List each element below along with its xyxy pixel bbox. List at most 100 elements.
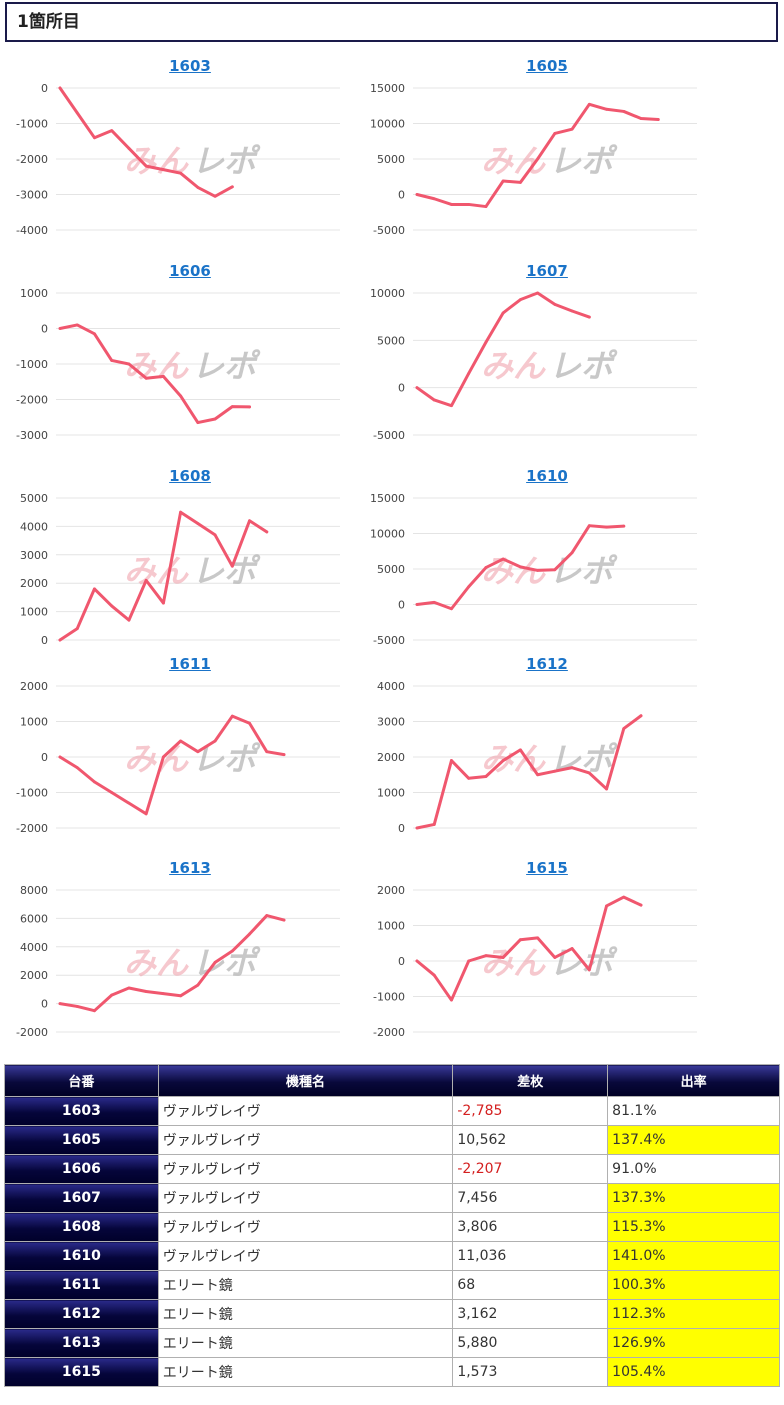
chart-title-link[interactable]: 1605	[526, 57, 568, 75]
data-point	[110, 604, 114, 608]
y-tick-label: -2000	[16, 153, 48, 166]
data-point	[179, 739, 183, 743]
chart-title: 1615	[367, 858, 727, 880]
watermark-left: みん	[124, 552, 189, 590]
y-tick-label: 0	[41, 998, 48, 1011]
cell-machine-name: ヴァルヴレイヴ	[157, 1154, 454, 1184]
data-point	[501, 179, 505, 183]
cell-diff: 3,806	[452, 1212, 609, 1242]
chart-title: 1605	[367, 56, 727, 78]
chart-title-link[interactable]: 1603	[169, 57, 211, 75]
y-tick-label: 2000	[20, 969, 48, 982]
table-row: 1613 エリート鏡 5,880 126.9%	[4, 1328, 780, 1358]
y-tick-label: 6000	[20, 912, 48, 925]
y-tick-label: 4000	[20, 520, 48, 533]
data-point	[484, 566, 488, 569]
data-point	[144, 812, 148, 816]
data-point	[622, 110, 626, 113]
table-row: 1610 ヴァルヴレイヴ 11,036 141.0%	[4, 1241, 780, 1271]
data-point	[536, 773, 540, 777]
data-point	[467, 776, 471, 780]
y-tick-label: 5000	[377, 334, 405, 347]
y-tick-label: 0	[41, 751, 48, 764]
watermark-left: みん	[481, 944, 546, 982]
data-point	[415, 386, 419, 390]
cell-rate: 137.3%	[607, 1183, 780, 1213]
data-point	[415, 826, 419, 830]
chart-panel: 1603 0 -1000 -2000 -3000 -4000 みん レポ	[10, 56, 370, 252]
cell-machine-no: 1603	[4, 1096, 159, 1126]
data-point	[230, 405, 234, 408]
data-point	[248, 721, 251, 725]
watermark-left: みん	[481, 347, 546, 385]
data-point	[248, 932, 251, 936]
data-point	[570, 947, 574, 950]
chart-title-link[interactable]: 1606	[169, 262, 211, 280]
data-point	[518, 938, 522, 942]
cell-rate: 141.0%	[607, 1241, 780, 1271]
data-point	[450, 998, 453, 1002]
data-point	[432, 600, 436, 604]
data-point	[127, 618, 131, 622]
chart-title-link[interactable]: 1611	[169, 655, 211, 673]
table-row: 1605 ヴァルヴレイヴ 10,562 137.4%	[4, 1125, 780, 1155]
data-point	[75, 766, 79, 770]
data-point	[144, 990, 148, 993]
data-point	[450, 404, 453, 408]
data-point	[196, 522, 200, 525]
data-point	[230, 949, 234, 953]
data-point	[144, 578, 148, 582]
data-point	[265, 750, 269, 754]
data-point	[110, 791, 114, 794]
data-point	[282, 753, 286, 756]
y-tick-label: -2000	[16, 822, 48, 835]
data-point	[536, 291, 540, 295]
chart-panel: 1613 8000 6000 4000 2000 0 -2000 みん レポ	[10, 858, 370, 1054]
chart-grid: 1603 0 -1000 -2000 -3000 -4000 みん レポ 1605 1500…	[0, 56, 784, 1046]
chart-title: 1607	[367, 261, 727, 283]
cell-diff: 5,880	[452, 1328, 609, 1358]
data-point	[570, 127, 574, 131]
chart-panel: 1607 10000 5000 0 -5000 みん レポ	[367, 261, 727, 457]
data-point	[622, 727, 626, 730]
y-tick-label: -5000	[373, 634, 405, 647]
y-tick-label: -2000	[373, 1026, 405, 1039]
chart-title-link[interactable]: 1610	[526, 467, 568, 485]
table-header-row: 台番 機種名 差枚 出率	[4, 1064, 780, 1097]
chart-title: 1612	[367, 654, 727, 676]
y-tick-label: -1000	[16, 358, 48, 371]
chart-title-link[interactable]: 1607	[526, 262, 568, 280]
y-tick-label: 5000	[20, 492, 48, 505]
chart-title-link[interactable]: 1612	[526, 655, 568, 673]
watermark-right: レポ	[549, 142, 618, 180]
data-point	[230, 714, 234, 718]
data-point	[179, 994, 183, 998]
line-chart: 8000 6000 4000 2000 0 -2000 みん レポ	[16, 884, 340, 1039]
y-tick-label: 0	[398, 822, 405, 835]
watermark-left: みん	[124, 347, 189, 385]
y-tick-label: -2000	[16, 1026, 48, 1039]
data-point	[553, 568, 557, 572]
data-point	[93, 780, 96, 784]
chart-title-link[interactable]: 1608	[169, 467, 211, 485]
data-point	[587, 102, 591, 106]
data-point	[553, 132, 557, 135]
data-point	[484, 775, 488, 778]
data-point	[484, 205, 488, 208]
data-point	[587, 968, 591, 972]
chart-title-link[interactable]: 1615	[526, 859, 568, 877]
data-point	[230, 185, 234, 189]
data-point	[196, 983, 200, 987]
y-tick-label: 1000	[20, 606, 48, 619]
data-point	[501, 311, 505, 315]
chart-title-link[interactable]: 1613	[169, 859, 211, 877]
data-point	[570, 309, 574, 313]
y-tick-label: -5000	[373, 224, 405, 237]
data-point	[605, 525, 608, 529]
data-point	[58, 86, 62, 90]
data-point	[161, 755, 165, 759]
data-point	[605, 787, 608, 791]
y-tick-label: 8000	[20, 884, 48, 897]
data-point	[484, 340, 488, 344]
